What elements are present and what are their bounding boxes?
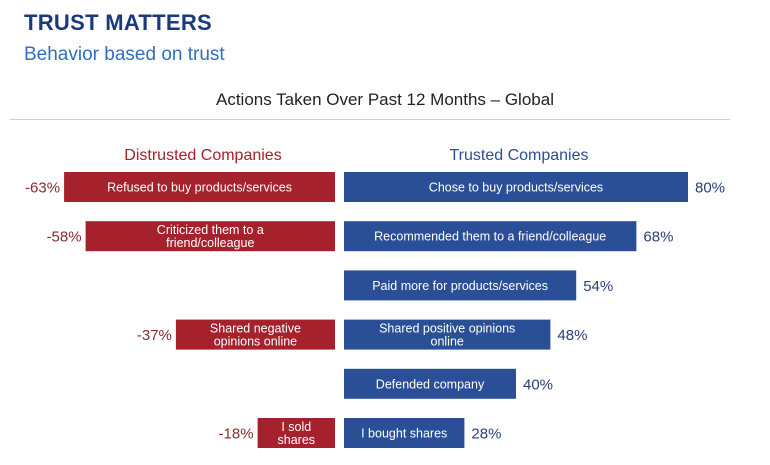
distrusted-bar — [64, 172, 335, 202]
distrusted-bar-label: I sold shares — [278, 420, 316, 447]
distrusted-bar-label-line: Shared negative — [210, 322, 301, 336]
trusted-bar-label: Paid more for products/services — [372, 279, 548, 293]
series-header-distrusted: Distrusted Companies — [124, 147, 281, 164]
trusted-value-label: 80% — [695, 180, 725, 197]
distrusted-value-label: -63% — [25, 180, 60, 197]
trusted-value-label: 68% — [643, 229, 673, 246]
trusted-bar-label-line: Paid more for products/services — [372, 279, 548, 293]
trusted-value-label: 54% — [583, 278, 613, 295]
page-subtitle: Behavior based on trust — [24, 44, 225, 65]
trusted-bar-group: I bought shares 28% — [344, 418, 501, 448]
distrusted-bar-label-line: shares — [278, 433, 316, 447]
distrusted-bar — [85, 221, 335, 252]
distrusted-bar-group: Refused to buy products/services -63% — [25, 172, 335, 202]
distrusted-bar-group: Criticized them to a friend/colleague -58% — [47, 221, 335, 252]
trusted-bar — [344, 270, 577, 301]
trusted-bar-group: Recommended them to a friend/colleague 68… — [344, 221, 673, 252]
trusted-bar-label-line: online — [431, 335, 464, 349]
trusted-bar-label: Defended company — [376, 377, 485, 391]
trusted-bar — [344, 221, 637, 252]
trusted-bar-label: Chose to buy products/services — [429, 181, 603, 195]
trusted-bar — [344, 368, 516, 399]
distrusted-bar-label-line: Criticized them to a — [157, 223, 264, 237]
distrusted-value-label: -18% — [219, 426, 254, 443]
trusted-bar-group: Paid more for products/services 54% — [344, 270, 613, 301]
distrusted-bar-label-line: I sold — [281, 420, 311, 434]
chart-title: Actions Taken Over Past 12 Months – Glob… — [216, 90, 554, 109]
trusted-bar — [344, 172, 688, 202]
trusted-bar-group: Defended company 40% — [344, 368, 553, 399]
page-title: TRUST MATTERS — [24, 10, 213, 35]
trusted-value-label: 40% — [523, 376, 553, 393]
distrusted-bar-label-line: opinions online — [214, 335, 297, 349]
distrusted-bar — [175, 319, 335, 350]
distrusted-bar-group: I sold shares -18% — [219, 418, 335, 448]
distrusted-bar — [257, 418, 335, 448]
trusted-bar-label-line: Recommended them to a friend/colleague — [374, 230, 606, 244]
distrusted-value-label: -37% — [137, 327, 172, 344]
trusted-bar-label-line: I bought shares — [361, 427, 447, 441]
trusted-bar-label-line: Shared positive opinions — [379, 322, 515, 336]
trusted-bar-label: I bought shares — [361, 427, 447, 441]
trusted-bar — [344, 418, 465, 448]
distrusted-bar-label-line: Refused to buy products/services — [107, 181, 292, 195]
distrusted-value-label: -58% — [47, 229, 82, 246]
trusted-bar-group: Shared positive opinions online 48% — [344, 319, 587, 350]
series-header-trusted: Trusted Companies — [449, 147, 588, 164]
trusted-bar-label-line: Defended company — [376, 377, 485, 391]
distrusted-bar-label: Shared negative opinions online — [210, 322, 301, 349]
trusted-bar-group: Chose to buy products/services 80% — [344, 172, 725, 202]
distrusted-bar-group: Shared negative opinions online -37% — [137, 319, 335, 350]
trusted-bar-label: Shared positive opinions online — [379, 322, 515, 349]
distrusted-bar-label: Criticized them to a friend/colleague — [157, 223, 264, 250]
trusted-bar — [344, 319, 551, 350]
title-divider — [10, 119, 730, 120]
trusted-value-label: 48% — [557, 327, 587, 344]
distrusted-bar-label-line: friend/colleague — [166, 236, 254, 250]
trusted-bar-label-line: Chose to buy products/services — [429, 181, 603, 195]
trusted-bar-label: Recommended them to a friend/colleague — [374, 230, 606, 244]
trusted-value-label: 28% — [471, 426, 501, 443]
distrusted-bar-label: Refused to buy products/services — [107, 181, 292, 195]
